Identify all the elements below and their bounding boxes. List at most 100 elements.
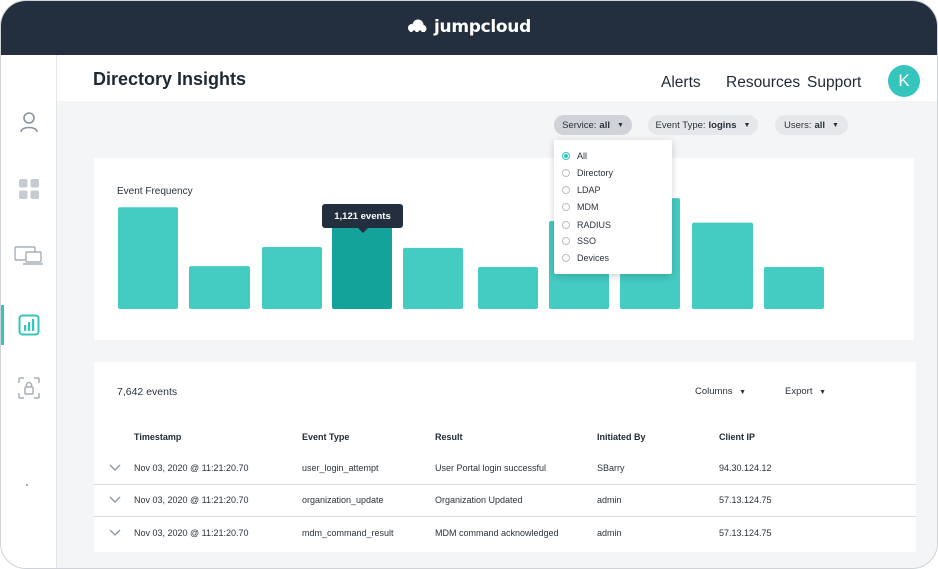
table-row[interactable]: Nov 03, 2020 @ 11:21:20.70 organization_… — [94, 485, 916, 517]
table-row[interactable]: Nov 03, 2020 @ 11:21:20.70 mdm_command_r… — [94, 518, 916, 550]
cell-initiated-by: admin — [597, 495, 622, 505]
table-row[interactable]: Nov 03, 2020 @ 11:21:20.70 user_login_at… — [94, 453, 916, 485]
page-header: Directory Insights Alerts Resources Supp… — [57, 55, 937, 101]
top-bar: jumpcloud — [1, 1, 937, 55]
chart-bar[interactable] — [403, 247, 463, 309]
chevron-down-icon: ▼ — [616, 121, 624, 129]
cell-result: MDM command acknowledged — [435, 528, 559, 538]
insights-chart-icon — [18, 314, 40, 336]
service-option-all[interactable]: All — [562, 151, 587, 161]
service-option-sso[interactable]: SSO — [562, 236, 596, 246]
avatar[interactable]: K — [888, 65, 920, 97]
sidebar-item-devices[interactable] — [1, 236, 57, 276]
columns-button[interactable]: Columns ▼ — [695, 386, 746, 397]
sidebar-more-dot — [26, 484, 28, 486]
columns-button-label: Columns — [695, 386, 733, 397]
cell-initiated-by: admin — [597, 528, 622, 538]
devices-icon — [14, 246, 43, 265]
export-button[interactable]: Export ▼ — [785, 386, 826, 397]
cell-initiated-by: SBarry — [597, 463, 625, 473]
users-filter-label: Users: — [784, 119, 812, 131]
service-filter-value: all — [599, 119, 610, 131]
sidebar-item-security[interactable] — [1, 368, 57, 408]
radio-button[interactable] — [562, 203, 570, 211]
event-type-filter[interactable]: Event Type: logins ▼ — [648, 115, 758, 135]
chart-bar[interactable] — [332, 223, 392, 309]
chart-bar[interactable] — [692, 222, 753, 309]
cell-event-type: organization_update — [302, 495, 384, 505]
chevron-down-icon[interactable] — [109, 527, 121, 537]
nav-resources-link[interactable]: Resources — [726, 74, 801, 91]
radio-button[interactable] — [562, 237, 570, 245]
chart-bar[interactable] — [262, 247, 322, 309]
column-header-timestamp[interactable]: Timestamp — [134, 432, 182, 442]
chart-bar[interactable] — [118, 207, 178, 309]
service-option-label: Devices — [577, 253, 610, 263]
service-dropdown-menu: All Directory LDAP MDM RADIUS SSO Device… — [554, 140, 672, 274]
column-header-result[interactable]: Result — [435, 432, 463, 442]
brand-name: jumpcloud — [434, 17, 531, 37]
chart-bar[interactable] — [189, 266, 250, 309]
cell-result: User Portal login successful — [435, 463, 547, 473]
radio-button[interactable] — [562, 221, 570, 229]
service-option-ldap[interactable]: LDAP — [562, 185, 601, 195]
event-type-filter-value: logins — [708, 119, 737, 131]
service-option-label: RADIUS — [577, 220, 612, 230]
cell-client-ip: 57.13.124.75 — [719, 528, 772, 538]
chart-title: Event Frequency — [117, 186, 193, 197]
service-option-devices[interactable]: Devices — [562, 253, 609, 263]
chevron-down-icon: ▼ — [739, 389, 747, 396]
cloud-logo-icon — [408, 19, 427, 34]
service-option-directory[interactable]: Directory — [562, 168, 613, 178]
service-option-label: LDAP — [577, 185, 601, 195]
sidebar-item-dashboard[interactable] — [1, 169, 57, 209]
event-count: 7,642 events — [117, 386, 178, 398]
chevron-down-icon: ▼ — [832, 121, 839, 129]
chevron-down-icon: ▼ — [743, 121, 751, 129]
export-button-label: Export — [785, 386, 813, 397]
sidebar-item-insights[interactable] — [1, 305, 57, 345]
nav-alerts-link[interactable]: Alerts — [661, 74, 701, 91]
service-option-label: Directory — [577, 168, 614, 178]
sidebar — [1, 55, 57, 568]
cell-timestamp: Nov 03, 2020 @ 11:21:20.70 — [134, 463, 249, 473]
service-option-label: All — [577, 151, 588, 161]
radio-button[interactable] — [562, 186, 570, 194]
users-filter-value: all — [814, 119, 826, 131]
events-table-card: 7,642 events Columns ▼ Export ▼ Timestam… — [94, 362, 916, 552]
chart-bar[interactable] — [478, 266, 538, 309]
radio-button[interactable] — [562, 254, 570, 262]
user-icon — [20, 112, 38, 133]
lock-scan-icon — [18, 377, 40, 399]
column-header-initiated-by[interactable]: Initiated By — [597, 432, 646, 442]
service-option-radius[interactable]: RADIUS — [562, 220, 611, 230]
grid-icon — [19, 179, 39, 199]
service-filter-label: Service: — [562, 119, 597, 131]
radio-button[interactable] — [562, 169, 570, 177]
chevron-down-icon[interactable] — [109, 462, 121, 472]
chevron-down-icon: ▼ — [819, 389, 827, 396]
brand-logo[interactable]: jumpcloud — [406, 17, 531, 37]
sidebar-item-users[interactable] — [1, 102, 57, 142]
users-filter[interactable]: Users: all ▼ — [775, 115, 848, 135]
chart-tooltip: 1,121 events — [322, 204, 403, 233]
service-filter[interactable]: Service: all ▼ — [554, 115, 632, 135]
cell-event-type: user_login_attempt — [302, 463, 379, 473]
chevron-down-icon[interactable] — [109, 494, 121, 504]
cell-event-type: mdm_command_result — [302, 528, 394, 538]
column-header-event-type[interactable]: Event Type — [302, 432, 350, 442]
cell-result: Organization Updated — [435, 495, 523, 505]
service-option-mdm[interactable]: MDM — [562, 202, 599, 212]
cell-timestamp: Nov 03, 2020 @ 11:21:20.70 — [134, 528, 249, 538]
event-frequency-card: Event Frequency — [94, 158, 914, 340]
page-title: Directory Insights — [93, 69, 247, 89]
nav-support-link[interactable]: Support — [807, 74, 862, 91]
radio-button[interactable] — [562, 152, 570, 160]
cell-timestamp: Nov 03, 2020 @ 11:21:20.70 — [134, 495, 249, 505]
column-header-client-ip[interactable]: Client IP — [719, 432, 756, 442]
chart-bar[interactable] — [764, 266, 824, 309]
cell-client-ip: 94.30.124.12 — [719, 463, 772, 473]
event-frequency-chart — [118, 198, 824, 309]
service-option-label: MDM — [577, 202, 599, 212]
